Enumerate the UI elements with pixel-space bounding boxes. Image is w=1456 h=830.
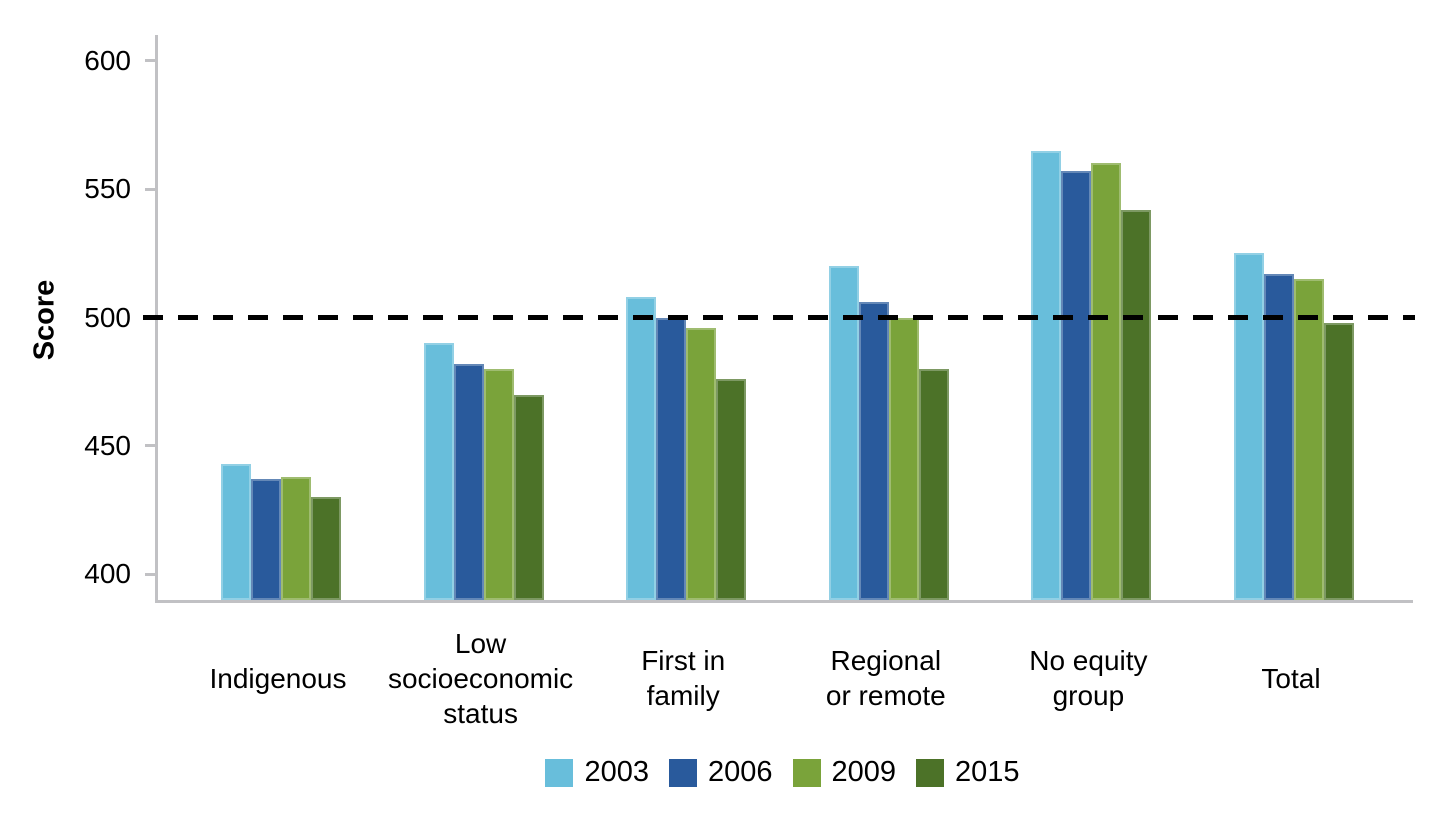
bar-group <box>423 343 544 600</box>
bar-2015 <box>1121 209 1152 600</box>
bar-2003 <box>423 343 454 600</box>
bar-2015 <box>311 497 341 600</box>
bar-2009 <box>888 317 919 600</box>
bar-group <box>221 463 341 600</box>
y-tick-label: 600 <box>84 44 131 76</box>
reference-line-500 <box>143 315 1415 320</box>
plot-area: 400 450 500 550 600 <box>84 35 1415 603</box>
x-category-label: No equity group <box>1029 645 1148 711</box>
legend-swatch-icon <box>668 758 697 787</box>
legend-label: 2003 <box>584 756 649 788</box>
y-tick-label: 450 <box>84 429 131 461</box>
bar-2003 <box>626 296 657 600</box>
y-tick-mark <box>145 444 155 448</box>
bar-group <box>828 266 949 600</box>
bar-2009 <box>686 327 717 600</box>
bar-2009 <box>281 476 311 600</box>
legend-swatch-icon <box>545 758 574 787</box>
legend-swatch-icon <box>916 758 945 787</box>
legend-label: 2015 <box>955 756 1020 788</box>
bar-group <box>626 296 747 600</box>
x-category-label: Regional or remote <box>825 645 946 711</box>
bar-2003 <box>828 266 859 600</box>
bar-2003 <box>1234 253 1264 600</box>
y-tick-mark <box>145 572 155 576</box>
bar-2003 <box>1031 150 1062 600</box>
legend-swatch-icon <box>792 758 821 787</box>
y-tick-mark <box>145 187 155 191</box>
y-tick-label: 550 <box>84 173 131 205</box>
legend-item-2015: 2015 <box>916 756 1020 789</box>
bar-2006 <box>858 302 889 600</box>
legend-label: 2009 <box>831 756 897 788</box>
legend-label: 2006 <box>707 756 773 788</box>
legend-item-2003: 2003 <box>545 756 649 789</box>
bar-2009 <box>1091 163 1122 600</box>
x-category-label: Low socioeconomic status <box>387 627 574 729</box>
legend-item-2006: 2006 <box>668 756 773 789</box>
bar-group <box>1234 253 1354 600</box>
bar-2009 <box>483 368 514 600</box>
bar-group <box>1031 150 1152 600</box>
x-category-label: Indigenous <box>209 662 347 694</box>
bar-2015 <box>716 379 747 600</box>
bar-2006 <box>251 479 281 600</box>
bar-2015 <box>513 394 544 600</box>
bar-2009 <box>1294 278 1324 600</box>
y-tick-mark <box>145 59 155 63</box>
bar-2006 <box>453 363 484 600</box>
y-tick-label: 500 <box>84 301 131 333</box>
bar-2003 <box>221 463 251 600</box>
y-tick-label: 400 <box>84 558 131 590</box>
x-category-label: First in family <box>641 645 726 711</box>
legend-item-2009: 2009 <box>792 756 897 789</box>
bar-2015 <box>1324 322 1354 600</box>
bar-2006 <box>656 317 687 600</box>
bar-2006 <box>1264 273 1294 600</box>
bar-2006 <box>1061 171 1092 600</box>
bar-2015 <box>918 368 949 600</box>
legend: 2003 2006 2009 2015 <box>155 756 1410 789</box>
x-category-label: Total <box>1261 662 1321 694</box>
